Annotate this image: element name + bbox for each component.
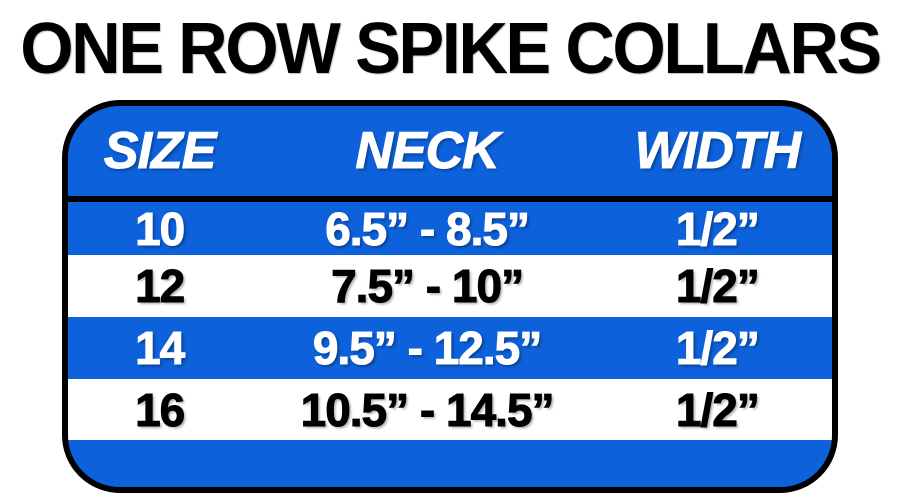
cell-size: 16 (135, 383, 186, 436)
cell-width: 1/2” (675, 383, 760, 436)
size-chart-table: SIZE NECK WIDTH 10 6.5” - 8.5” 1/2” 12 7… (62, 100, 838, 493)
table-header-row: SIZE NECK WIDTH (68, 106, 832, 196)
page-title: ONE ROW SPIKE COLLARS (20, 7, 882, 89)
cell-neck: 6.5” - 8.5” (325, 202, 531, 255)
table-footer-band (68, 440, 832, 487)
cell-size: 10 (135, 202, 186, 255)
cell-neck: 10.5” - 14.5” (300, 383, 555, 436)
table-row: 16 10.5” - 14.5” 1/2” (68, 379, 832, 440)
cell-neck: 9.5” - 12.5” (312, 322, 542, 374)
cell-width: 1/2” (675, 322, 760, 374)
header-size: SIZE (103, 122, 217, 180)
header-width: WIDTH (634, 122, 801, 180)
cell-size: 12 (135, 260, 186, 312)
cell-neck: 7.5” - 10” (331, 260, 525, 312)
table-row: 10 6.5” - 8.5” 1/2” (68, 202, 832, 255)
cell-size: 14 (135, 322, 186, 374)
cell-width: 1/2” (675, 202, 760, 255)
header-divider (68, 196, 832, 202)
table-row: 14 9.5” - 12.5” 1/2” (68, 317, 832, 379)
table-row: 12 7.5” - 10” 1/2” (68, 255, 832, 317)
header-neck: NECK (355, 122, 500, 180)
cell-width: 1/2” (675, 260, 760, 312)
